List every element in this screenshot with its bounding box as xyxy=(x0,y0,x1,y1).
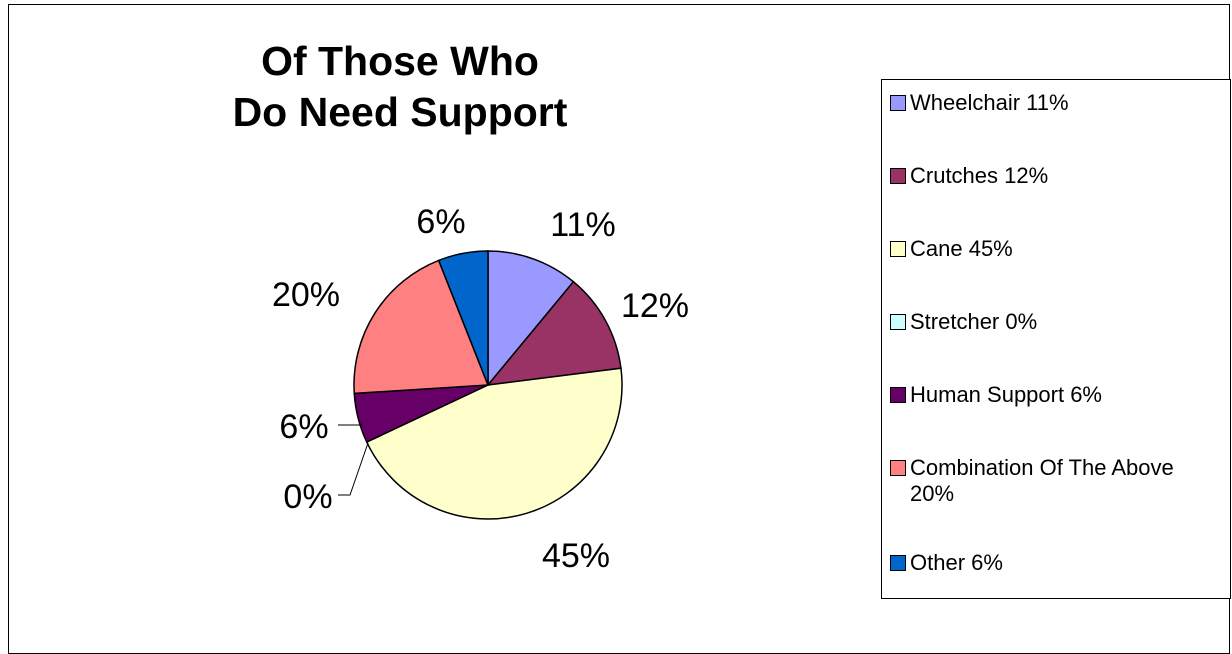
pie-slice-other xyxy=(437,250,489,386)
data-label-cane: 45% xyxy=(542,537,610,575)
legend-swatch-human-support xyxy=(890,387,906,403)
pie-slice-crutches xyxy=(486,280,622,386)
legend-item-human-support: Human Support 6% xyxy=(890,382,1190,408)
legend-swatch-cane xyxy=(890,241,906,257)
pie-chart: 11% 12% 45% 0% 6% 20% 6% xyxy=(272,203,689,575)
data-label-stretcher: 0% xyxy=(283,478,332,516)
legend-swatch-crutches xyxy=(890,168,906,184)
data-label-crutches: 12% xyxy=(621,287,689,325)
legend-label-crutches: Crutches 12% xyxy=(910,163,1049,188)
data-label-human-support: 6% xyxy=(279,408,328,446)
pie-slice-wheelchair xyxy=(487,250,575,388)
pie-slice-cane xyxy=(365,367,623,520)
legend-label-human-support: Human Support 6% xyxy=(910,382,1102,407)
legend-item-crutches: Crutches 12% xyxy=(890,163,1190,189)
legend: Wheelchair 11% Crutches 12% Cane 45% Str… xyxy=(881,79,1231,599)
leader-line-stretcher xyxy=(338,442,369,496)
legend-label-cane: Cane 45% xyxy=(910,236,1013,261)
data-label-wheelchair: 11% xyxy=(550,206,616,244)
data-label-other: 6% xyxy=(416,203,465,241)
legend-swatch-combination xyxy=(890,460,906,476)
legend-item-combination: Combination Of The Above 20% xyxy=(890,455,1190,507)
legend-item-cane: Cane 45% xyxy=(890,236,1190,262)
legend-swatch-wheelchair xyxy=(890,95,906,111)
legend-label-wheelchair: Wheelchair 11% xyxy=(910,90,1069,115)
legend-swatch-other xyxy=(890,555,906,571)
legend-swatch-stretcher xyxy=(890,314,906,330)
chart-title-line-2: Do Need Support xyxy=(232,89,568,135)
legend-item-wheelchair: Wheelchair 11% xyxy=(890,90,1190,116)
legend-item-other: Other 6% xyxy=(890,550,1190,576)
pie-slice-combination xyxy=(353,259,490,395)
chart-title: Of Those Who Do Need Support xyxy=(150,36,650,138)
legend-label-combination: Combination Of The Above 20% xyxy=(910,455,1174,506)
data-label-combination: 20% xyxy=(272,276,340,314)
legend-label-other: Other 6% xyxy=(910,550,1003,575)
legend-label-stretcher: Stretcher 0% xyxy=(910,309,1038,334)
chart-title-line-1: Of Those Who xyxy=(261,38,539,84)
legend-item-stretcher: Stretcher 0% xyxy=(890,309,1190,335)
